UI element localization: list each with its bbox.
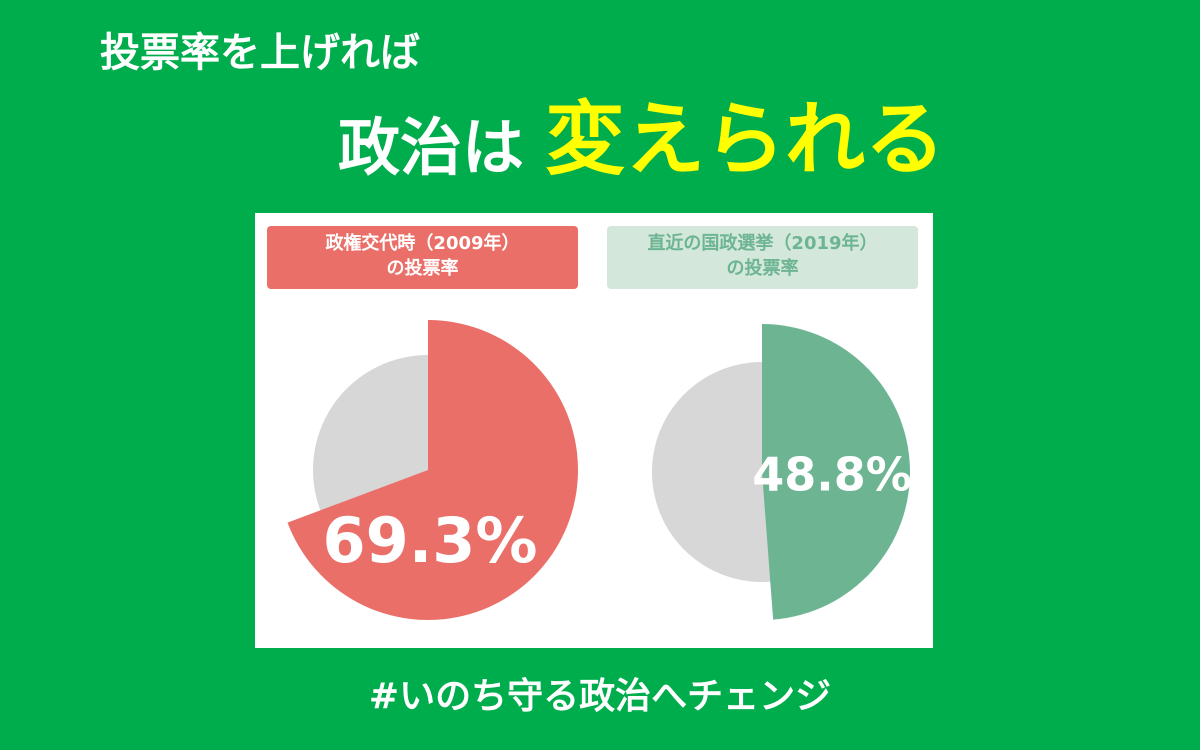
- header-line2a: 政治は: [338, 111, 524, 184]
- pie-slice: [762, 324, 911, 620]
- chart-title: 政権交代時（2009年）: [325, 232, 519, 254]
- chart-title: 直近の国政選挙（2019年）: [647, 232, 877, 254]
- footer: #いのち守る政治へチェンジ: [369, 676, 831, 717]
- header-line1: 投票率を上げれば: [100, 30, 420, 76]
- chart-title-box: [607, 226, 918, 289]
- pie-slice: [287, 320, 579, 620]
- chart-title-box: [267, 226, 578, 289]
- header-line2b: 変えられる: [545, 93, 945, 186]
- value-label: 48.8%: [752, 448, 912, 502]
- chart-title: の投票率: [387, 257, 459, 279]
- chart-title: の投票率: [727, 257, 799, 279]
- value-label: 69.3%: [322, 504, 537, 577]
